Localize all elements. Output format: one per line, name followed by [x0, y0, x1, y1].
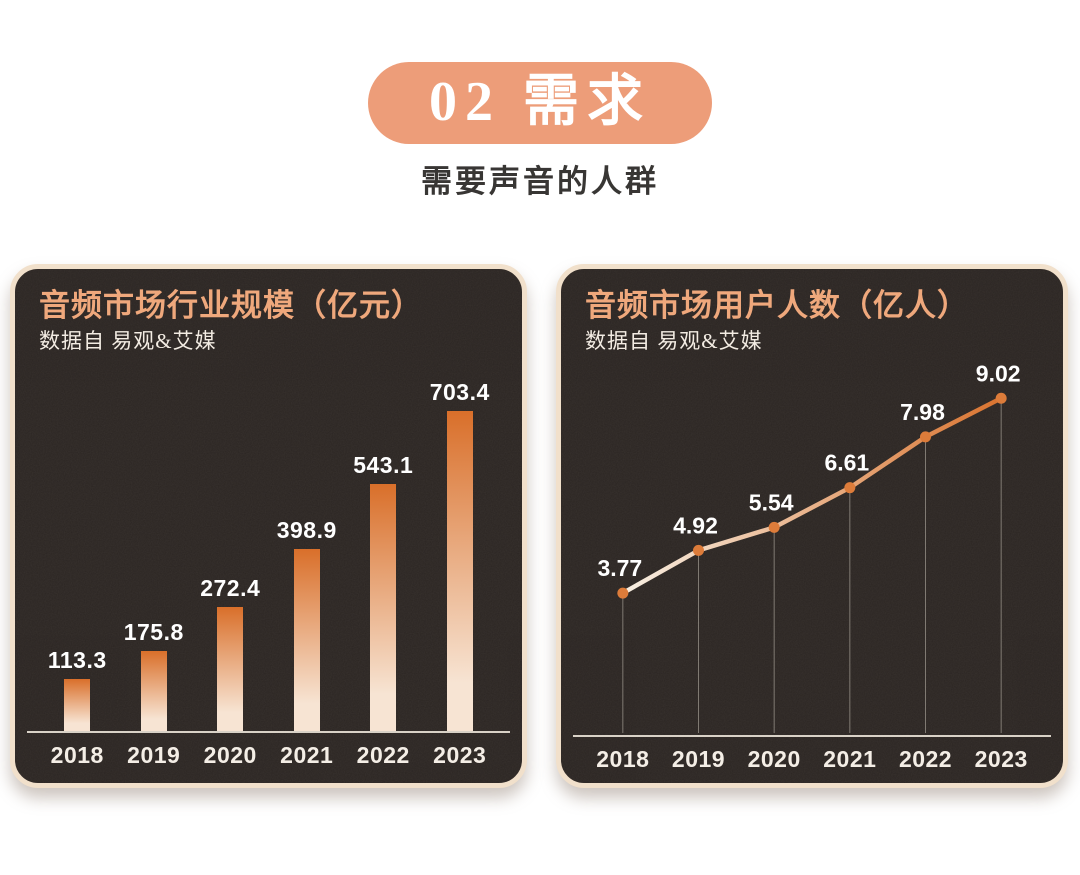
- line-value-label: 4.92: [673, 512, 718, 538]
- data-point-marker: [995, 392, 1007, 404]
- bar: [217, 607, 244, 731]
- x-axis-tick-label: 2018: [596, 745, 650, 772]
- x-axis-tick-label: 2021: [280, 741, 334, 768]
- line-chart-x-labels: 2018 2019 2020 2021 2022 2023: [585, 737, 1039, 781]
- bar-chart-plot: 113.3 175.8 272.4 398.9 543.1 703.4: [39, 379, 498, 731]
- line-chart-title: 音频市场用户人数（亿人）: [585, 288, 969, 323]
- x-axis-tick-label: 2019: [127, 741, 181, 768]
- bar: [370, 484, 397, 731]
- bar-value-label: 398.9: [276, 517, 337, 543]
- bar: [64, 679, 91, 731]
- line-value-label: 6.61: [824, 450, 869, 476]
- line-chart-card: 音频市场用户人数（亿人） 数据自 易观&艾媒 3.77 4.92 5.54 6.61 7…: [556, 264, 1068, 788]
- bar-column-2023: 703.4: [422, 379, 499, 731]
- line-value-label: 9.02: [976, 363, 1021, 386]
- x-axis-tick-label: 2018: [50, 741, 104, 768]
- line-chart-plot: 3.77 4.92 5.54 6.61 7.98 9.02: [597, 363, 1021, 733]
- bar-column-2019: 175.8: [116, 619, 193, 731]
- line-chart-source: 数据自 易观&艾媒: [585, 329, 763, 353]
- x-axis-tick-label: 2020: [203, 741, 257, 768]
- x-axis-tick-label: 2020: [747, 745, 801, 772]
- bar-column-2021: 398.9: [269, 517, 346, 731]
- bar-column-2020: 272.4: [192, 575, 269, 731]
- bar-column-2022: 543.1: [345, 452, 422, 731]
- bar-value-label: 543.1: [353, 452, 414, 478]
- bar-chart-x-axis: [27, 731, 510, 733]
- line-value-label: 5.54: [749, 489, 794, 515]
- bar-chart-x-labels: 2018 2019 2020 2021 2022 2023: [39, 733, 498, 777]
- data-point-marker: [617, 587, 629, 599]
- bar-chart-title: 音频市场行业规模（亿元）: [39, 288, 423, 323]
- line-value-label: 3.77: [597, 555, 642, 581]
- bar-chart-card: 音频市场行业规模（亿元） 数据自 易观&艾媒 113.3 175.8 272.4 39…: [10, 264, 527, 788]
- bar-column-2018: 113.3: [39, 647, 116, 731]
- bar-value-label: 175.8: [123, 619, 184, 645]
- x-axis-tick-label: 2022: [898, 745, 953, 772]
- bar: [140, 651, 167, 731]
- data-point-marker: [693, 544, 704, 556]
- line-series: [620, 395, 1004, 596]
- x-axis-tick-label: 2019: [671, 745, 726, 772]
- x-axis-tick-label: 2022: [356, 741, 410, 768]
- data-point-marker: [844, 482, 856, 494]
- x-axis-tick-label: 2021: [823, 745, 877, 772]
- x-axis-tick-label: 2023: [433, 741, 487, 768]
- bar-value-label: 272.4: [200, 575, 261, 601]
- section-header: 02 需求 需要声音的人群: [0, 62, 1080, 201]
- bar-value-label: 703.4: [429, 379, 490, 405]
- line-chart-x-axis: [573, 735, 1051, 737]
- section-number-badge: 02 需求: [368, 62, 712, 144]
- bar: [293, 549, 320, 731]
- charts-row: 音频市场行业规模（亿元） 数据自 易观&艾媒 113.3 175.8 272.4 39…: [0, 264, 1080, 788]
- data-point-marker: [920, 431, 931, 443]
- data-point-marker: [768, 521, 780, 533]
- line-value-label: 7.98: [900, 399, 945, 425]
- bar-chart-source: 数据自 易观&艾媒: [39, 329, 217, 353]
- x-axis-tick-label: 2023: [974, 745, 1028, 772]
- bar: [446, 411, 473, 731]
- bar-value-label: 113.3: [47, 647, 107, 673]
- section-subtitle: 需要声音的人群: [421, 164, 659, 199]
